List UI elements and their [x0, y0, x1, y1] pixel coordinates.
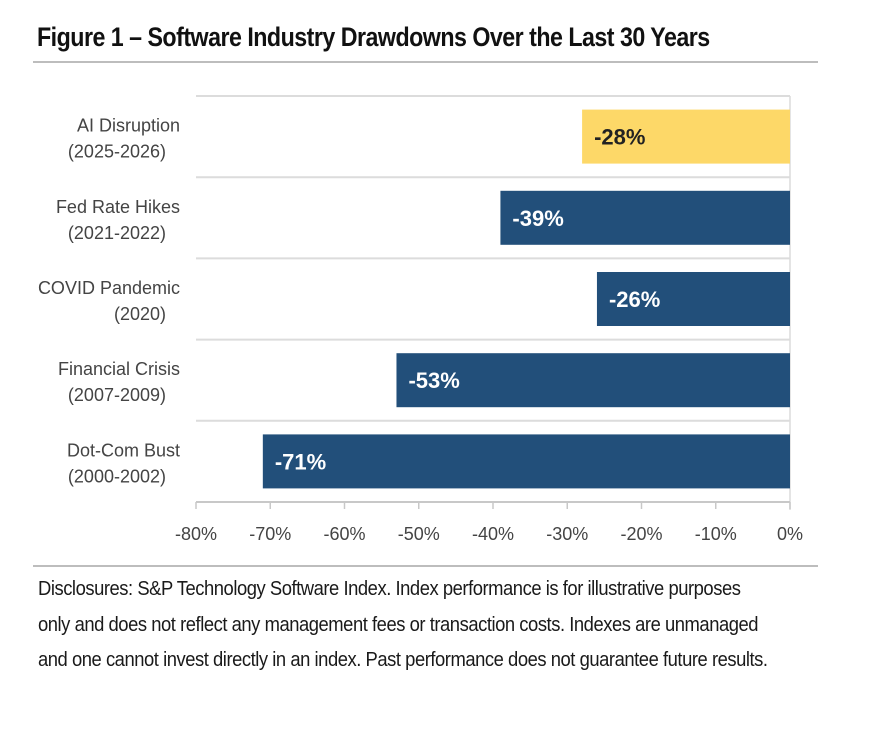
- bars: -28% -39% -26% -53% -71%: [262, 109, 790, 489]
- category-period: (2021-2022): [68, 223, 166, 243]
- category-period: (2007-2009): [68, 385, 166, 405]
- category-period: (2000-2002): [68, 466, 166, 486]
- x-tick-label: -30%: [546, 524, 588, 544]
- data-label: -26%: [609, 287, 660, 312]
- bar-fed-rate-hikes: [500, 190, 790, 245]
- figure-title: Figure 1 – Software Industry Drawdowns O…: [37, 22, 710, 52]
- data-label: -53%: [408, 368, 459, 393]
- bar-covid-pandemic: [596, 272, 790, 326]
- x-tick-label: -70%: [249, 524, 291, 544]
- x-tick-label: 0%: [777, 524, 803, 544]
- bar-financial-crisis: [396, 353, 790, 408]
- x-tick-label: -40%: [472, 524, 514, 544]
- category-period: (2025-2026): [68, 142, 166, 162]
- title-divider: [33, 61, 818, 63]
- x-axis: -80% -70% -60% -50% -40% -30% -20% -10% 0%: [175, 501, 803, 544]
- x-tick-label: -80%: [175, 524, 217, 544]
- category-period: (2020): [114, 304, 166, 324]
- bar-chart: -28% -39% -26% -53% -71% AI Disruption (2025-…: [38, 95, 803, 544]
- data-label: -39%: [512, 206, 563, 231]
- category-name: Financial Crisis: [58, 359, 180, 379]
- x-tick-label: -20%: [620, 524, 662, 544]
- disclosure-divider: [33, 565, 818, 567]
- bar-ai-disruption: [582, 109, 790, 164]
- data-label: -71%: [275, 449, 326, 474]
- data-label: -28%: [594, 125, 645, 150]
- category-labels: AI Disruption (2025-2026) Fed Rate Hikes (2…: [38, 116, 180, 487]
- x-tick-label: -60%: [323, 524, 365, 544]
- disclosure-text: Disclosures: S&P Technology Software Ind…: [38, 578, 768, 671]
- category-name: AI Disruption: [77, 116, 180, 136]
- category-name: Dot-Com Bust: [67, 440, 180, 460]
- category-name: COVID Pandemic: [38, 278, 180, 298]
- x-tick-label: -10%: [695, 524, 737, 544]
- x-tick-label: -50%: [398, 524, 440, 544]
- bar-dot-com-bust: [262, 434, 790, 489]
- category-name: Fed Rate Hikes: [56, 197, 180, 217]
